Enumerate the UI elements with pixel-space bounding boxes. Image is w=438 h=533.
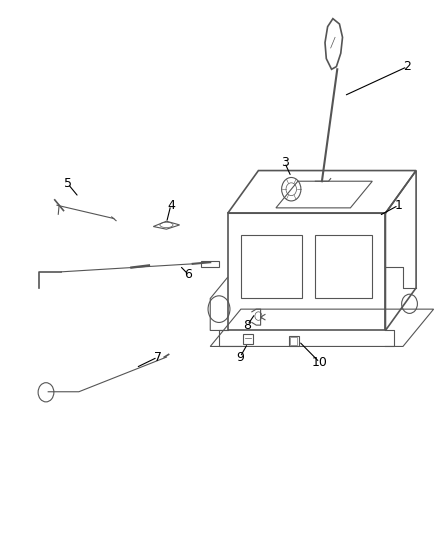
Bar [290,337,297,345]
Text: 10: 10 [312,356,328,369]
Text: 1: 1 [395,199,403,212]
Text: 9: 9 [236,351,244,364]
Bar [201,261,219,267]
Text: 4: 4 [167,199,175,212]
Text: 2: 2 [403,60,411,73]
Text: 7: 7 [154,351,162,364]
Text: 5: 5 [64,177,72,190]
Text: 6: 6 [184,268,192,281]
Bar [289,336,299,346]
Bar [315,235,372,298]
Bar [243,334,253,344]
Text: 8: 8 [244,319,251,332]
Text: 3: 3 [281,156,289,169]
Bar [241,235,302,298]
